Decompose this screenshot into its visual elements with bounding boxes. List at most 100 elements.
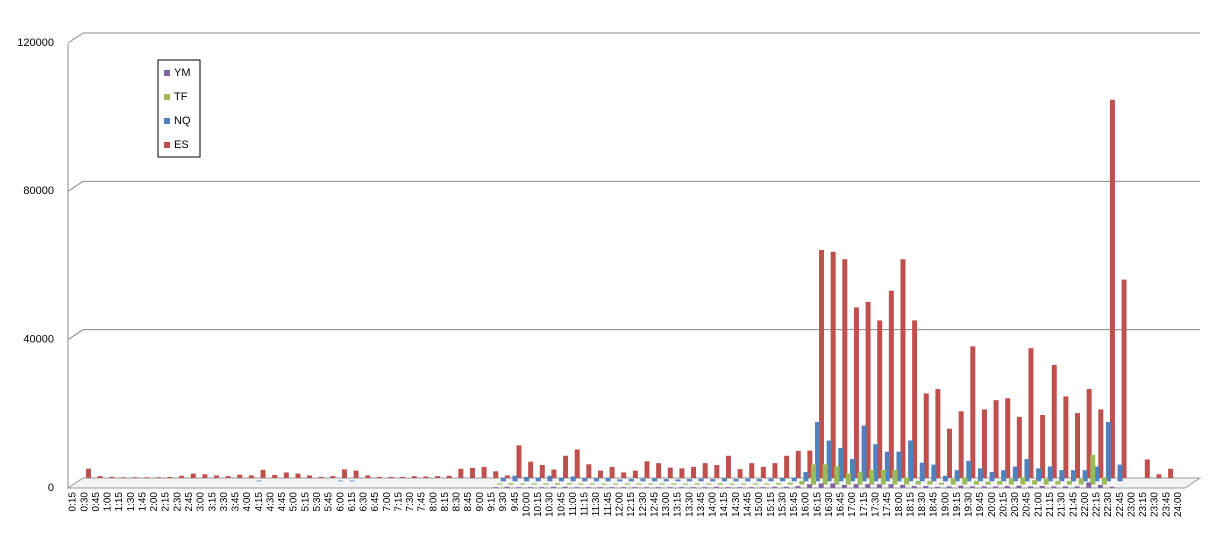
x-tick-label: 3:15	[207, 492, 218, 512]
bar	[1024, 459, 1030, 482]
legend-swatch	[164, 142, 170, 148]
bar	[496, 483, 502, 485]
bar	[636, 483, 642, 485]
bar	[1012, 466, 1018, 482]
bar	[888, 484, 894, 488]
x-tick-label: 1:00	[103, 492, 114, 512]
x-tick-label: 11:30	[591, 492, 602, 517]
bar	[1109, 486, 1115, 488]
bar	[819, 249, 825, 478]
bar	[783, 486, 789, 488]
x-tick-label: 2:00	[149, 492, 160, 512]
x-tick-label: 2:45	[184, 492, 195, 512]
bar	[659, 483, 665, 485]
bar	[865, 484, 871, 488]
bar	[1075, 413, 1081, 478]
x-tick-label: 21:00	[1033, 492, 1044, 517]
bar	[943, 475, 949, 482]
bar	[593, 478, 599, 482]
bar	[946, 486, 952, 488]
x-tick-label: 17:00	[847, 492, 858, 517]
bar	[857, 471, 863, 485]
bar	[260, 469, 266, 478]
bar	[547, 475, 553, 482]
x-tick-label: 16:30	[824, 492, 835, 517]
bar	[1040, 414, 1046, 478]
bar	[225, 476, 231, 478]
bar	[908, 440, 914, 482]
x-tick-label: 5:15	[300, 492, 311, 512]
bar	[962, 477, 968, 485]
bar	[295, 473, 301, 478]
bar	[970, 346, 976, 478]
bar	[663, 479, 669, 482]
bar	[687, 479, 693, 482]
bar	[539, 487, 545, 488]
bar	[411, 476, 417, 478]
bar	[1101, 477, 1107, 485]
bar	[1156, 474, 1162, 478]
grid-line	[67, 180, 84, 192]
bar	[516, 445, 522, 478]
bar	[1086, 482, 1092, 488]
bar	[675, 479, 681, 482]
x-tick-label: 2:15	[161, 492, 172, 512]
x-tick-label: 2:30	[172, 492, 183, 512]
bar	[717, 483, 723, 485]
x-tick-label: 19:15	[952, 492, 963, 517]
x-tick-label: 6:45	[370, 492, 381, 512]
x-tick-label: 18:30	[917, 492, 928, 517]
bar	[865, 301, 871, 478]
x-tick-label: 11:45	[603, 492, 614, 517]
bar	[535, 477, 541, 482]
bar	[559, 477, 565, 482]
x-tick-label: 19:30	[964, 492, 975, 517]
bar	[880, 469, 886, 485]
x-tick-label: 16:00	[801, 492, 812, 517]
legend-label: NQ	[174, 115, 191, 127]
bar	[849, 459, 855, 482]
bar	[772, 486, 778, 488]
x-tick-label: 16:15	[812, 492, 823, 517]
bar	[144, 477, 150, 478]
bar	[869, 469, 875, 485]
bar	[679, 487, 685, 488]
bar	[563, 455, 569, 478]
bar	[993, 400, 999, 478]
x-tick-label: 19:00	[940, 492, 951, 517]
bar	[950, 479, 956, 485]
bar	[109, 476, 115, 478]
bar	[698, 478, 704, 482]
bar	[830, 483, 836, 488]
bar	[1043, 479, 1049, 485]
bar	[621, 472, 627, 478]
bar	[283, 472, 289, 478]
bar	[527, 487, 533, 488]
bar	[632, 470, 638, 478]
bar	[748, 487, 754, 488]
x-tick-label: 14:00	[708, 492, 719, 517]
bar	[574, 487, 580, 488]
bar	[256, 480, 262, 482]
bar	[966, 460, 972, 482]
bar	[330, 476, 336, 478]
bar	[609, 466, 615, 478]
bar	[648, 483, 654, 485]
bar	[272, 475, 278, 478]
bar	[469, 467, 475, 478]
bar	[714, 465, 720, 478]
bar	[923, 393, 929, 478]
bar	[1105, 421, 1111, 482]
bar	[307, 475, 313, 478]
bar	[853, 307, 859, 478]
bar	[818, 483, 824, 488]
x-tick-label: 17:30	[870, 492, 881, 517]
bar	[628, 479, 634, 482]
bar	[167, 476, 173, 478]
bar	[690, 487, 696, 488]
bar	[574, 449, 580, 478]
bar	[958, 411, 964, 478]
bar	[741, 483, 747, 485]
x-tick-label: 8:45	[463, 492, 474, 512]
x-tick-label: 16:45	[836, 492, 847, 517]
